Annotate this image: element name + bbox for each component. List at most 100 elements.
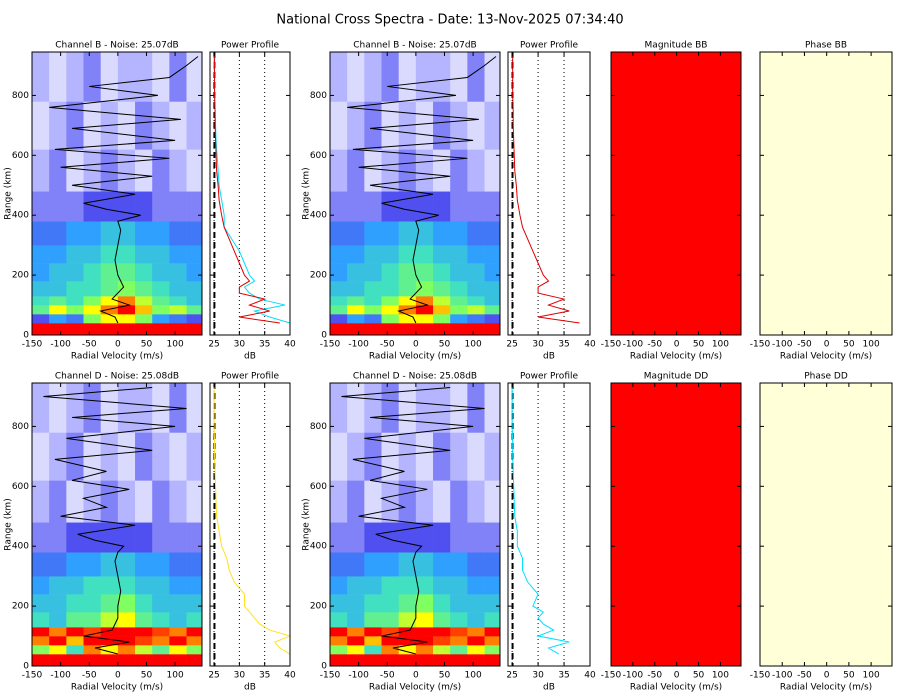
x-tick-label: -150 [750, 340, 771, 350]
x-tick-label: -150 [22, 671, 43, 681]
x-tick-label: -100 [623, 671, 644, 681]
panel-title: Power Profile [221, 372, 280, 382]
heatmap-cell [398, 654, 417, 667]
heatmap-cell [364, 522, 382, 553]
heatmap-cell [398, 522, 417, 553]
heatmap-cell [467, 191, 485, 222]
x-tick-label: -50 [797, 671, 812, 681]
heatmap-cell [484, 645, 501, 655]
y-axis-label: Range (km) [302, 167, 312, 219]
heatmap-cell [169, 263, 187, 282]
heatmap-cell [49, 191, 67, 222]
heatmap-cell [347, 627, 365, 637]
heatmap-cell [83, 221, 101, 246]
heatmap-cell [364, 281, 382, 297]
y-tick-label: 400 [12, 211, 29, 221]
heatmap-cell [330, 245, 348, 264]
heatmap-cell [135, 263, 153, 282]
heatmap-cell [169, 594, 187, 613]
heatmap-cell [381, 314, 399, 324]
heatmap-cell [83, 263, 101, 282]
heatmap-cell [398, 52, 417, 102]
heatmap-cell [381, 627, 399, 637]
plot-frame [31, 382, 203, 667]
panel-title: Magnitude DD [644, 372, 708, 382]
heatmap-cell [415, 52, 434, 102]
heatmap-cell [49, 612, 67, 628]
heatmap-cell [433, 576, 451, 595]
plot-frame [329, 51, 501, 336]
x-tick-label: 30 [234, 340, 246, 350]
heatmap-cell [66, 101, 84, 150]
heatmap-cell [433, 636, 451, 646]
heatmap-cell [330, 612, 348, 628]
y-tick-label: 600 [12, 482, 29, 492]
x-tick-label: 25 [208, 340, 219, 350]
heatmap-cell [66, 432, 84, 481]
y-tick-label: 800 [310, 422, 327, 432]
heatmap-cell [450, 52, 468, 102]
heatmap-cell [135, 52, 153, 102]
heatmap-cell [484, 576, 501, 595]
heatmap-cell [152, 612, 170, 628]
heatmap-cell [32, 383, 50, 433]
heatmap-cell [32, 552, 50, 577]
x-tick-label: 0 [413, 340, 419, 350]
heatmap-cell [32, 149, 50, 192]
heatmap-cell [484, 314, 501, 324]
heatmap-cell [186, 263, 203, 282]
heatmap-cell [117, 52, 136, 102]
y-tick-label: 200 [12, 271, 29, 281]
y-axis-label: Range (km) [4, 498, 14, 550]
heatmap-cell [364, 191, 382, 222]
heatmap-cell [152, 645, 170, 655]
heatmap-cell [152, 245, 170, 264]
heatmap-cell [66, 654, 84, 667]
heatmap-cell [467, 432, 485, 481]
heatmap-cell [450, 323, 468, 336]
heatmap-cell [152, 101, 170, 150]
heatmap-cell [381, 576, 399, 595]
heatmap-cell [83, 576, 101, 595]
x-tick-label: -150 [320, 340, 341, 350]
heatmap-cell [330, 263, 348, 282]
heatmap-cell [100, 522, 119, 553]
heatmap-cell [83, 191, 101, 222]
heatmap-cell [117, 480, 136, 523]
heatmap-cell [135, 552, 153, 577]
x-tick-label: 0 [115, 340, 121, 350]
heatmap-cell [381, 191, 399, 222]
y-tick-label: 600 [310, 151, 327, 161]
x-axis-label: Radial Velocity (m/s) [71, 683, 163, 693]
heatmap-cell [415, 627, 434, 637]
heatmap-cell [433, 305, 451, 315]
heatmap-cell [330, 296, 348, 306]
heatmap-cell [364, 627, 382, 637]
heatmap-cell [450, 612, 468, 628]
heatmap-cell [381, 383, 399, 433]
heatmap-cell [364, 149, 382, 192]
heatmap-cell [347, 612, 365, 628]
y-tick-label: 200 [310, 602, 327, 612]
heatmap-cell [152, 149, 170, 192]
x-tick-label: 0 [824, 671, 830, 681]
heatmap-cell [66, 149, 84, 192]
heatmap-cell [152, 296, 170, 306]
heatmap-cell [117, 612, 136, 628]
heatmap-cell [100, 627, 119, 637]
heatmap-cell [415, 480, 434, 523]
heatmap-cell [186, 480, 203, 523]
heatmap-cell [347, 323, 365, 336]
heatmap-cell [100, 52, 119, 102]
heatmap-cell [66, 323, 84, 336]
power-line [214, 56, 280, 324]
x-tick-label: 0 [674, 671, 680, 681]
y-tick-label: 800 [12, 422, 29, 432]
heatmap-cell [83, 594, 101, 613]
heatmap-cell [347, 383, 365, 433]
heatmap-cell [467, 612, 485, 628]
heatmap-cell [117, 101, 136, 150]
heatmap-cell [66, 263, 84, 282]
heatmap-cell [467, 149, 485, 192]
heatmap-cell [381, 645, 399, 655]
